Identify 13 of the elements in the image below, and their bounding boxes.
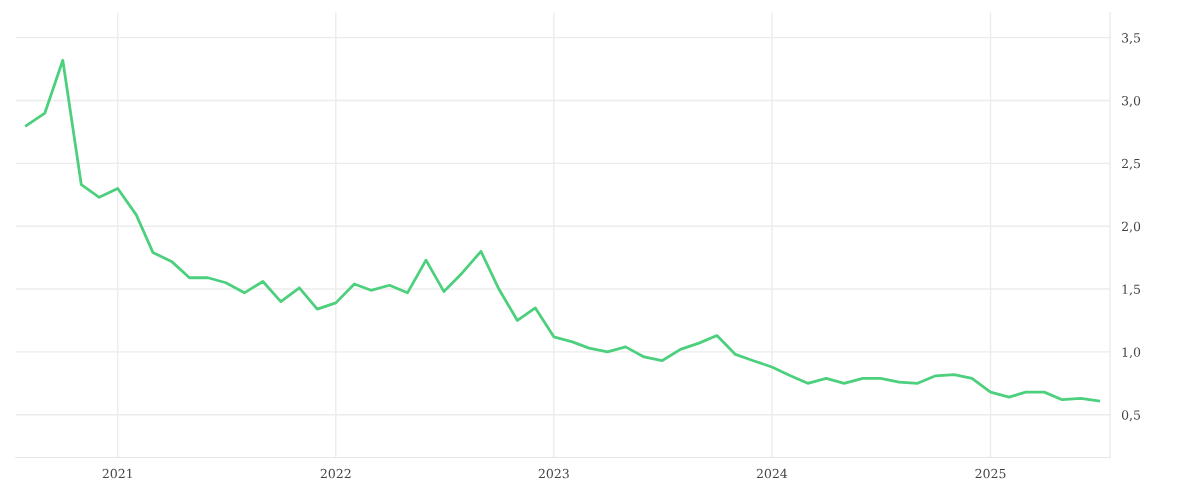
y-tick-label: 1,5 <box>1122 284 1141 296</box>
x-tick-label: 2025 <box>975 468 1006 479</box>
x-tick-label: 2024 <box>756 468 788 479</box>
y-tick-label: 3,5 <box>1122 33 1141 45</box>
x-tick-label: 2023 <box>538 468 569 479</box>
y-tick-label: 2,0 <box>1121 221 1141 233</box>
x-tick-label: 2022 <box>320 468 351 479</box>
y-tick-label: 2,5 <box>1121 158 1141 170</box>
line-series <box>24 58 1101 403</box>
y-tick-label: 3,0 <box>1122 95 1141 107</box>
y-tick-label: 1,0 <box>1122 347 1141 359</box>
y-tick-label: 0,5 <box>1121 410 1141 422</box>
x-tick-label: 2021 <box>102 468 132 479</box>
